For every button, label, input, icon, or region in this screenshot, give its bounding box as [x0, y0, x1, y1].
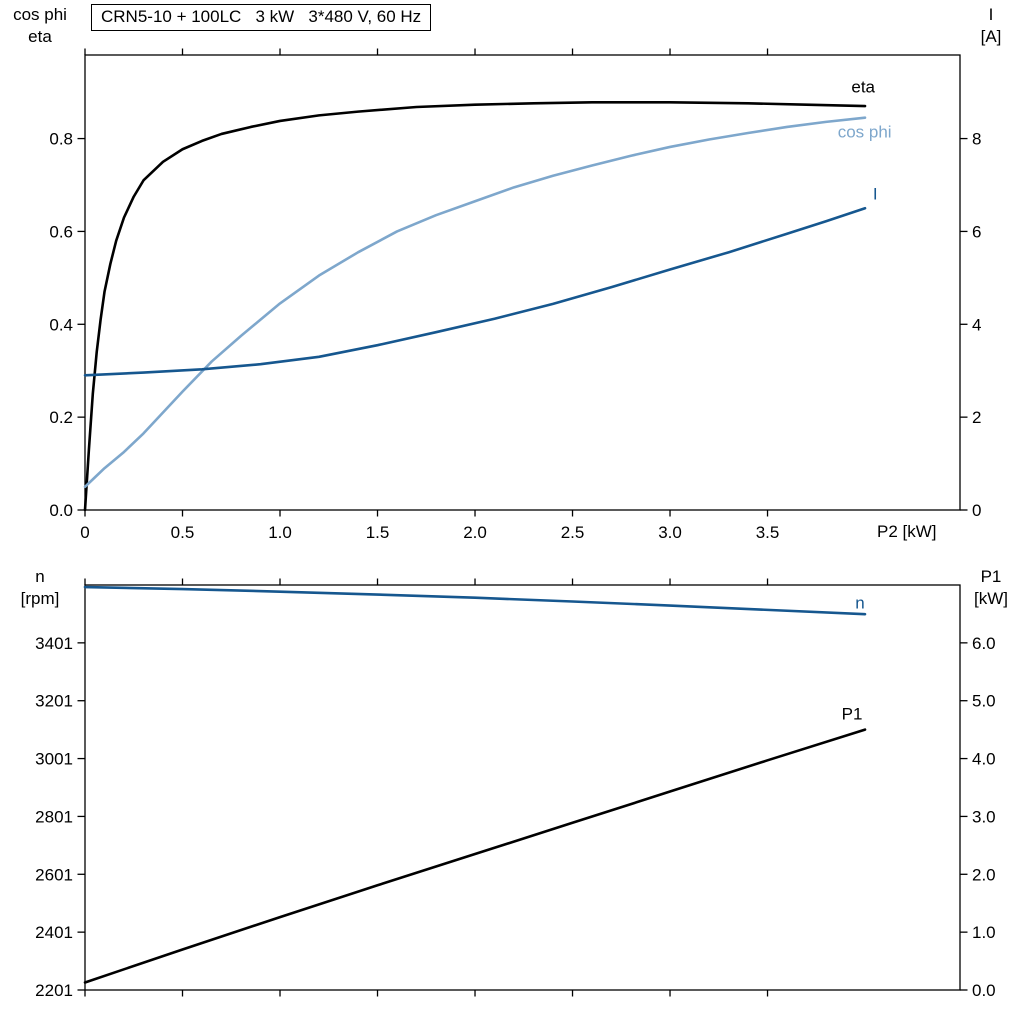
- y-tick-label-right: 6.0: [972, 634, 996, 653]
- y-tick-label-left: 2601: [35, 865, 73, 884]
- y-tick-label-right: 4: [972, 315, 981, 334]
- series-cos-phi-curve: [83, 116, 867, 489]
- x-tick-label: 3.5: [756, 523, 780, 542]
- y-tick-label-right: 6: [972, 222, 981, 241]
- y-tick-label-left: 2801: [35, 807, 73, 826]
- y-tick-label-right: 8: [972, 130, 981, 149]
- bottom-chart-left-axis-title: n [rpm]: [2, 566, 78, 610]
- plot-frame-chart2: [84, 584, 961, 991]
- current-axis-label: I: [988, 5, 994, 24]
- series-i-curve: [83, 206, 867, 377]
- y-tick-label-left: 3001: [35, 750, 73, 769]
- y-tick-label-right: 2.0: [972, 865, 996, 884]
- x-tick-label: 0: [80, 523, 89, 542]
- cos-phi-axis-label: cos phi: [13, 5, 67, 24]
- series-n-label: n: [855, 593, 864, 612]
- p1-axis-label: P1: [980, 567, 1002, 586]
- y-tick-label-right: 2: [972, 408, 981, 427]
- y-tick-label-right: 5.0: [972, 692, 996, 711]
- current-unit-label: [A]: [980, 27, 1002, 46]
- x-tick-label: 1.5: [366, 523, 390, 542]
- x-tick-label: 1.0: [268, 523, 292, 542]
- plot-frame-chart1: [84, 54, 961, 511]
- y-tick-label-left: 0.0: [49, 501, 73, 520]
- y-tick-label-left: 3401: [35, 634, 73, 653]
- x-tick-label: 0.5: [171, 523, 195, 542]
- x-tick-label: 3.0: [658, 523, 682, 542]
- y-tick-label-right: 0: [972, 501, 981, 520]
- bottom-chart-right-axis-title: P1 [kW]: [962, 566, 1020, 610]
- y-tick-label-right: 3.0: [972, 807, 996, 826]
- x-tick-label: 2.5: [561, 523, 585, 542]
- top-chart-left-axis-title: cos phi eta: [2, 4, 78, 48]
- x-tick-label: 2.0: [463, 523, 487, 542]
- chart-title-box: CRN5-10 + 100LC 3 kW 3*480 V, 60 Hz: [91, 4, 432, 31]
- y-tick-label-left: 0.2: [49, 408, 73, 427]
- series-eta-curve: [83, 101, 867, 512]
- y-tick-label-left: 0.6: [49, 222, 73, 241]
- y-tick-label-right: 4.0: [972, 750, 996, 769]
- series-i-label: I: [873, 184, 878, 203]
- p1-unit-label: [kW]: [974, 589, 1008, 608]
- y-tick-label-right: 0.0: [972, 981, 996, 1000]
- y-tick-label-left: 3201: [35, 692, 73, 711]
- series-cos-phi-label: cos phi: [838, 123, 892, 142]
- series-p1-label: P1: [842, 704, 863, 723]
- y-tick-label-left: 2201: [35, 981, 73, 1000]
- y-tick-label-left: 0.4: [49, 315, 73, 334]
- series-eta-label: eta: [851, 78, 875, 97]
- speed-unit-label: [rpm]: [20, 589, 60, 608]
- top-chart-right-axis-title: I [A]: [962, 4, 1020, 48]
- p2-axis-label: P2 [kW]: [877, 522, 937, 541]
- speed-axis-label: n: [35, 567, 45, 586]
- y-tick-label-right: 1.0: [972, 923, 996, 942]
- y-tick-label-left: 0.8: [49, 130, 73, 149]
- series-p1-curve: [83, 728, 867, 984]
- series-n-curve: [83, 585, 867, 616]
- eta-axis-label: eta: [28, 27, 52, 46]
- y-tick-label-left: 2401: [35, 923, 73, 942]
